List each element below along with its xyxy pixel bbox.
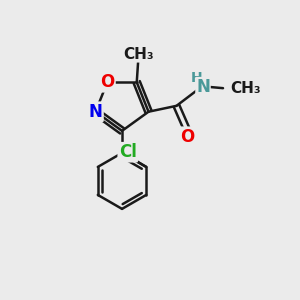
Text: N: N	[88, 103, 103, 121]
Text: O: O	[180, 128, 194, 146]
Text: CH₃: CH₃	[230, 81, 261, 96]
Text: CH₃: CH₃	[123, 47, 154, 62]
Text: Cl: Cl	[119, 143, 136, 161]
Text: N: N	[196, 78, 210, 96]
Text: H: H	[191, 71, 202, 85]
Text: O: O	[100, 73, 114, 91]
